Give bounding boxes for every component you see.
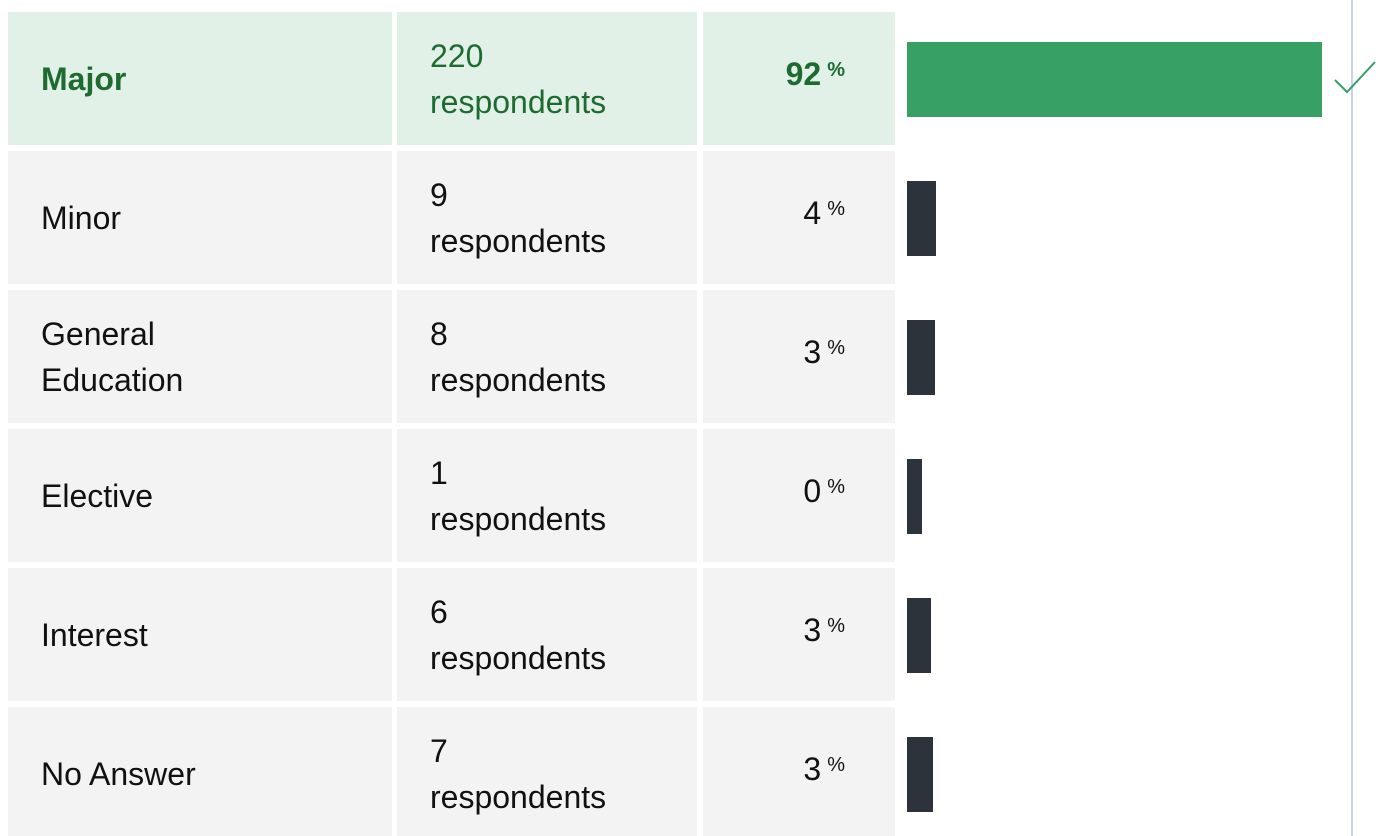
count-cell: 8 respondents [397,290,697,423]
percent-cell: 0% [703,429,895,562]
count-text: 220 respondents [430,33,606,125]
result-row: Interest 6 respondents 3% [0,568,1381,701]
count-unit: respondents [430,222,607,259]
count-text: 7 respondents [430,728,606,820]
count-value: 220 [430,37,484,74]
option-label: No Answer [41,755,196,792]
divider [1351,0,1353,836]
percent-sign: % [827,336,845,359]
percent-sign: % [827,58,845,81]
count-unit: respondents [430,500,607,537]
percent-cell: 3% [703,290,895,423]
option-cell: No Answer [8,707,392,836]
result-bar [907,181,937,256]
count-value: 7 [430,732,448,769]
result-bar [907,598,931,673]
percent-sign: % [827,614,845,637]
check-icon [1334,61,1376,94]
option-label: General Education [41,315,184,398]
option-cell: General Education [8,290,392,423]
percent-value: 4 [803,194,822,231]
result-bar [907,459,922,534]
option-label: Major [41,60,127,97]
result-row: General Education 8 respondents 3% [0,290,1381,423]
percent-sign: % [827,753,845,776]
result-bar [907,42,1322,117]
count-cell: 6 respondents [397,568,697,701]
percent-value: 92 [785,55,822,92]
count-value: 8 [430,315,448,352]
count-unit: respondents [430,361,607,398]
count-text: 8 respondents [430,311,606,403]
count-cell: 9 respondents [397,151,697,284]
option-cell: Major [8,12,392,145]
result-row: Minor 9 respondents 4% [0,151,1381,284]
count-cell: 7 respondents [397,707,697,836]
result-row: Elective 1 respondents 0% [0,429,1381,562]
percent-value: 3 [803,611,822,648]
result-bar [907,737,933,812]
option-label: Elective [41,477,154,514]
count-value: 6 [430,593,448,630]
percent-cell: 4% [703,151,895,284]
count-text: 6 respondents [430,589,606,681]
percent-value: 3 [803,333,822,370]
option-cell: Interest [8,568,392,701]
count-unit: respondents [430,83,607,120]
count-value: 1 [430,454,448,491]
percent-cell: 3% [703,707,895,836]
result-row: Major 220 respondents 92% [0,12,1381,145]
option-label: Interest [41,616,148,653]
percent-value: 3 [803,750,822,787]
count-text: 1 respondents [430,450,606,542]
count-unit: respondents [430,778,607,815]
percent-sign: % [827,475,845,498]
percent-cell: 3% [703,568,895,701]
count-cell: 1 respondents [397,429,697,562]
option-cell: Minor [8,151,392,284]
result-row: No Answer 7 respondents 3% [0,707,1381,836]
count-value: 9 [430,176,448,213]
option-label: Minor [41,199,122,236]
percent-cell: 92% [703,12,895,145]
percent-value: 0 [803,472,822,509]
option-cell: Elective [8,429,392,562]
count-unit: respondents [430,639,607,676]
count-text: 9 respondents [430,172,606,264]
percent-sign: % [827,197,845,220]
result-bar [907,320,935,395]
count-cell: 220 respondents [397,12,697,145]
